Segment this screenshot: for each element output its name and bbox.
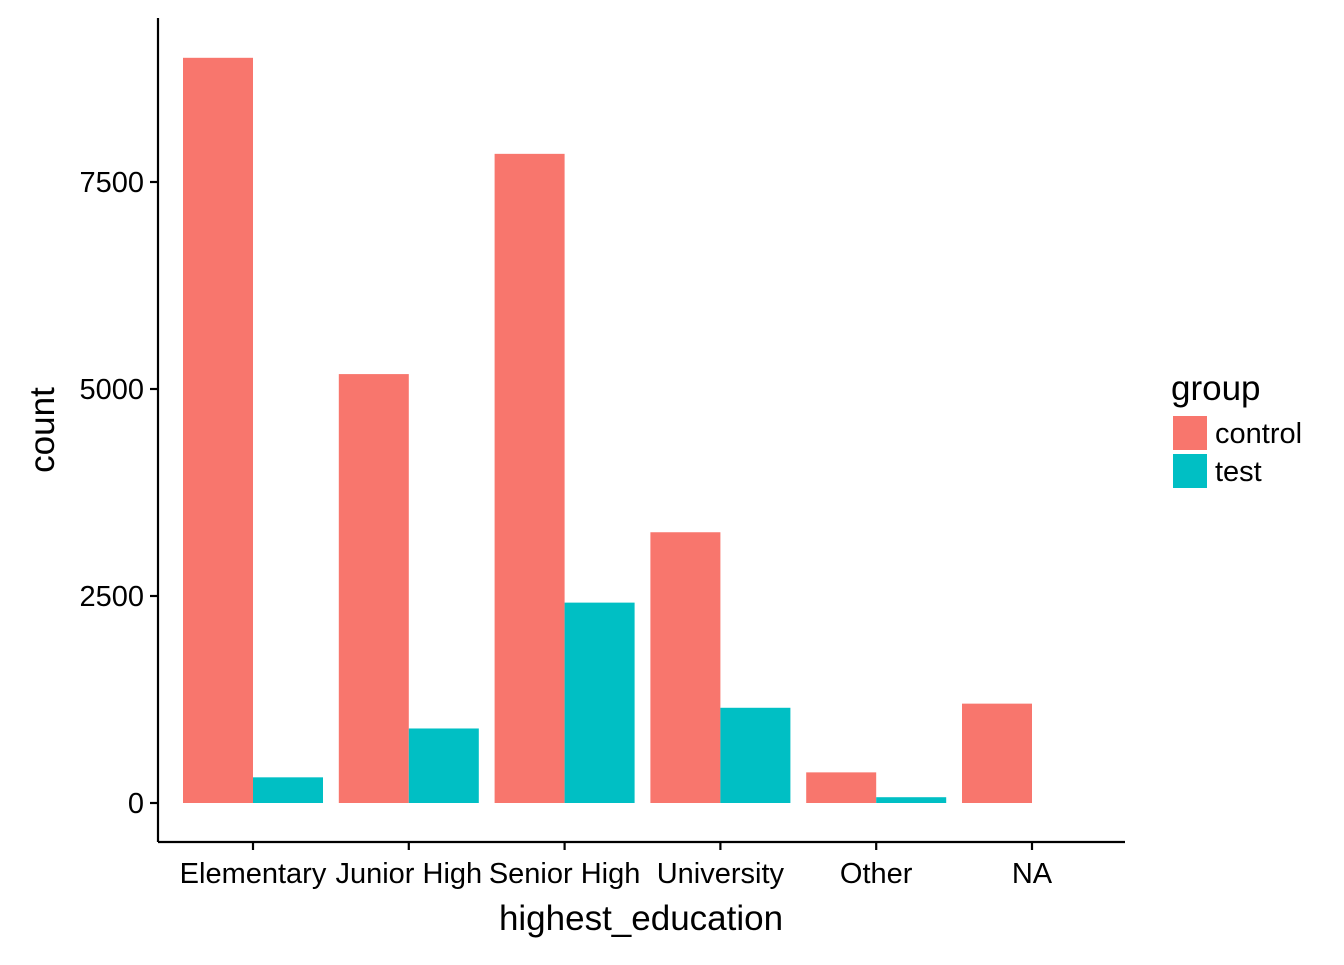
bar-control-elementary <box>183 57 253 804</box>
bar-test-other <box>876 797 947 803</box>
bars-layer <box>183 57 1032 804</box>
x-tick-label: University <box>657 858 785 890</box>
legend: group control test <box>1171 369 1302 488</box>
bar-test-elementary <box>253 777 323 803</box>
x-tick-label: Junior High <box>335 858 482 890</box>
y-tick-label: 7500 <box>79 167 144 199</box>
y-axis-ticks: 0 2500 5000 7500 <box>79 167 158 820</box>
legend-swatch-test <box>1173 454 1207 488</box>
bar-test-junior-high <box>408 728 479 803</box>
y-tick-label: 2500 <box>79 581 144 613</box>
legend-title: group <box>1171 369 1261 408</box>
legend-swatch-control <box>1173 416 1207 450</box>
x-axis-ticks: Elementary Junior High Senior High Universi… <box>180 842 1053 890</box>
legend-label-test: test <box>1215 456 1262 488</box>
legend-items: control test <box>1173 416 1302 488</box>
legend-label-control: control <box>1215 418 1302 450</box>
bar-control-university <box>650 532 721 803</box>
bar-control-na <box>962 703 1032 803</box>
x-axis-title: highest_education <box>499 899 783 938</box>
bar-test-senior-high <box>564 602 635 803</box>
x-tick-label: Elementary <box>180 858 327 890</box>
bar-control-other <box>806 772 877 803</box>
bar-control-senior-high <box>494 153 565 803</box>
y-tick-label: 5000 <box>79 374 144 406</box>
bar-test-university <box>720 707 791 803</box>
y-axis-title: count <box>23 387 62 473</box>
x-tick-label: NA <box>1012 858 1053 890</box>
x-tick-label: Other <box>840 858 913 890</box>
y-tick-label: 0 <box>128 788 144 820</box>
x-tick-label: Senior High <box>489 858 641 890</box>
bar-control-junior-high <box>338 374 409 803</box>
